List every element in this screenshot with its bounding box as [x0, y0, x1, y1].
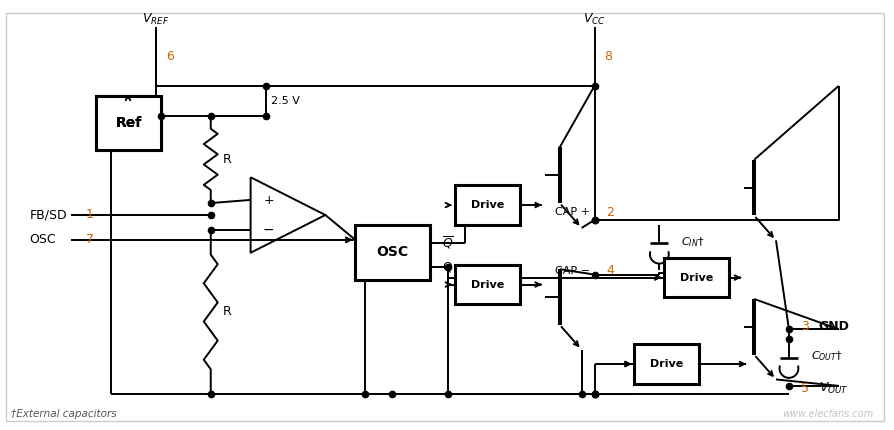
Text: 8: 8	[603, 49, 611, 62]
Text: Drive: Drive	[470, 200, 503, 210]
Bar	[663, 258, 729, 298]
Text: †External capacitors: †External capacitors	[12, 408, 117, 419]
Bar	[454, 265, 519, 304]
Text: $\overline{Q}$: $\overline{Q}$	[442, 235, 453, 251]
Text: Ref: Ref	[115, 116, 141, 130]
Bar	[634, 344, 698, 384]
Text: 7: 7	[86, 233, 94, 246]
Text: 2: 2	[606, 206, 613, 218]
Bar	[454, 185, 519, 225]
Text: CAP +: CAP +	[554, 207, 589, 217]
Text: $C_{IN}$†: $C_{IN}$†	[680, 235, 704, 249]
Text: OSC: OSC	[376, 245, 409, 259]
Bar	[355, 225, 430, 280]
Text: Drive: Drive	[470, 280, 503, 289]
Text: 5: 5	[800, 382, 808, 395]
Text: Drive: Drive	[679, 273, 713, 283]
Text: 1: 1	[86, 209, 94, 221]
Text: $V_{CC}$: $V_{CC}$	[583, 12, 605, 27]
Text: 6: 6	[165, 49, 173, 62]
Text: Q: Q	[442, 260, 451, 273]
Text: GND: GND	[818, 320, 848, 333]
Text: 3: 3	[800, 320, 808, 333]
Text: $V_{OUT}$: $V_{OUT}$	[818, 381, 848, 396]
Bar	[96, 96, 161, 150]
Text: Drive: Drive	[649, 359, 683, 369]
Bar	[96, 96, 161, 150]
Text: www.elecfans.com: www.elecfans.com	[781, 408, 873, 419]
Text: +: +	[263, 194, 274, 206]
Text: $V_{REF}$: $V_{REF}$	[142, 12, 169, 27]
Text: 2.5 V: 2.5 V	[270, 96, 299, 106]
Text: OSC: OSC	[30, 233, 55, 246]
Text: 4: 4	[606, 264, 613, 277]
Text: R: R	[223, 305, 232, 319]
Text: $C_{OUT}$†: $C_{OUT}$†	[810, 350, 842, 363]
Text: FB/SD: FB/SD	[30, 209, 67, 221]
Text: CAP −: CAP −	[554, 266, 589, 276]
Text: −: −	[263, 223, 274, 237]
Text: R: R	[223, 153, 232, 166]
Text: Ref: Ref	[115, 116, 141, 130]
